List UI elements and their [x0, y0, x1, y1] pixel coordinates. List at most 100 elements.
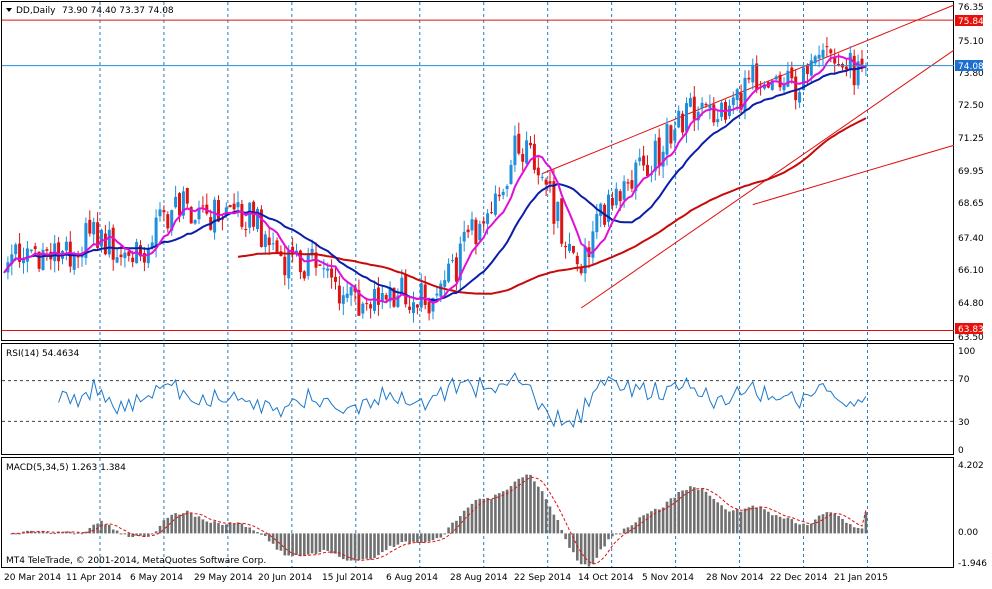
candle-body	[146, 249, 150, 264]
macd-signal-line	[11, 476, 867, 565]
macd-histogram-bar	[638, 517, 641, 534]
candle-body	[217, 200, 220, 222]
macd-histogram-bar	[349, 533, 353, 561]
macd-histogram-bar	[225, 524, 228, 534]
date-label: 14 Oct 2014	[578, 573, 634, 583]
candle-body	[330, 268, 334, 278]
macd-histogram-bar	[283, 533, 287, 556]
macd-histogram-bar	[342, 533, 345, 560]
macd-histogram-bar	[119, 533, 123, 535]
macd-histogram-bar	[689, 486, 692, 534]
candle-body	[345, 293, 349, 298]
macd-histogram-bar	[377, 533, 380, 556]
candle-body	[844, 66, 848, 70]
candle-body	[388, 287, 392, 302]
candle-body	[298, 250, 302, 273]
price-tick: 63.50	[958, 333, 984, 343]
candle-body	[111, 227, 115, 260]
macd-histogram-bar	[459, 516, 462, 534]
triangle-down-icon[interactable]	[6, 8, 12, 12]
macd-histogram-bar	[123, 533, 127, 535]
macd-histogram-bar	[642, 515, 645, 534]
ma-fast-line	[3, 55, 866, 304]
macd-histogram-bar	[357, 533, 361, 560]
candle-body	[657, 137, 661, 166]
candle-body	[64, 241, 68, 251]
candle-body	[747, 77, 751, 80]
macd-histogram-bar	[474, 499, 478, 534]
macd-histogram-bar	[310, 533, 314, 554]
candle-body	[131, 257, 135, 263]
candle-body	[154, 217, 158, 247]
candle-body	[68, 241, 72, 267]
macd-histogram-bar	[513, 481, 517, 534]
candle-body	[556, 201, 560, 222]
candle-body	[497, 194, 501, 197]
horizontal-lines[interactable]	[2, 19, 954, 331]
candle-body	[189, 206, 193, 224]
macd-histogram-bar	[681, 490, 684, 534]
macd-histogram-bar	[443, 533, 446, 535]
macd-histogram-bar	[618, 533, 622, 535]
macd-histogram-bar	[150, 533, 154, 535]
candle-body	[306, 253, 310, 276]
macd-histogram-bar	[33, 531, 37, 534]
candle-body	[642, 155, 646, 166]
candle-body	[267, 237, 271, 246]
candle-body	[739, 93, 743, 110]
macd-histogram-bar	[778, 516, 782, 534]
candle-body	[669, 125, 673, 144]
macd-histogram-bar	[478, 498, 482, 534]
macd-histogram-bar	[821, 514, 825, 534]
candle-body	[376, 287, 380, 305]
candle-body	[415, 304, 419, 308]
macd-histogram-bar	[665, 501, 669, 534]
candle-body	[513, 135, 517, 166]
rsi-line	[58, 372, 867, 429]
macd-histogram-bar	[525, 474, 528, 534]
macd-histogram-bar	[552, 514, 556, 534]
macd-histogram-bar	[587, 533, 591, 567]
candle-body	[751, 64, 755, 83]
macd-histogram-bar	[408, 533, 411, 544]
macd-histogram-bar	[303, 533, 306, 556]
candle-body	[57, 242, 61, 262]
candle-body	[564, 245, 568, 248]
macd-histogram-bar	[615, 533, 618, 535]
macd-histogram-bar	[53, 532, 56, 534]
candle-body	[170, 210, 174, 231]
macd-histogram-bar	[732, 510, 735, 534]
ma-slow-line	[237, 117, 867, 295]
candle-body	[119, 254, 123, 258]
macd-histogram-bar	[365, 533, 368, 559]
candle-body	[244, 229, 248, 231]
grid-lines	[99, 2, 868, 567]
macd-histogram-bar	[135, 533, 138, 536]
macd-histogram-bar	[447, 527, 450, 534]
macd-histogram-bar	[338, 533, 341, 557]
candle-body	[213, 199, 217, 233]
candle-body	[833, 56, 837, 64]
macd-histogram-bar	[669, 498, 673, 534]
macd-histogram-bar	[384, 533, 388, 551]
macd-histogram-bar	[595, 533, 599, 558]
macd-histogram-bar	[720, 505, 723, 534]
candle-body	[197, 207, 201, 220]
macd-pane[interactable]	[1, 457, 954, 568]
macd-histogram-bar	[849, 524, 852, 534]
candle-body	[798, 92, 802, 103]
candle-body	[291, 246, 295, 254]
time-axis: 20 Mar 2014 11 Apr 2014 6 May 2014 29 Ma…	[4, 573, 888, 583]
candle-body	[174, 196, 178, 208]
candle-body	[681, 113, 685, 133]
candle-body	[76, 255, 80, 258]
candles	[6, 37, 868, 323]
macd-histogram-bar	[540, 491, 544, 534]
candle-body	[474, 219, 478, 245]
candle-body	[583, 246, 587, 274]
candle-body	[431, 297, 435, 312]
candle-body	[579, 266, 583, 274]
main-price-pane[interactable]	[1, 1, 954, 341]
candle-body	[704, 103, 708, 106]
